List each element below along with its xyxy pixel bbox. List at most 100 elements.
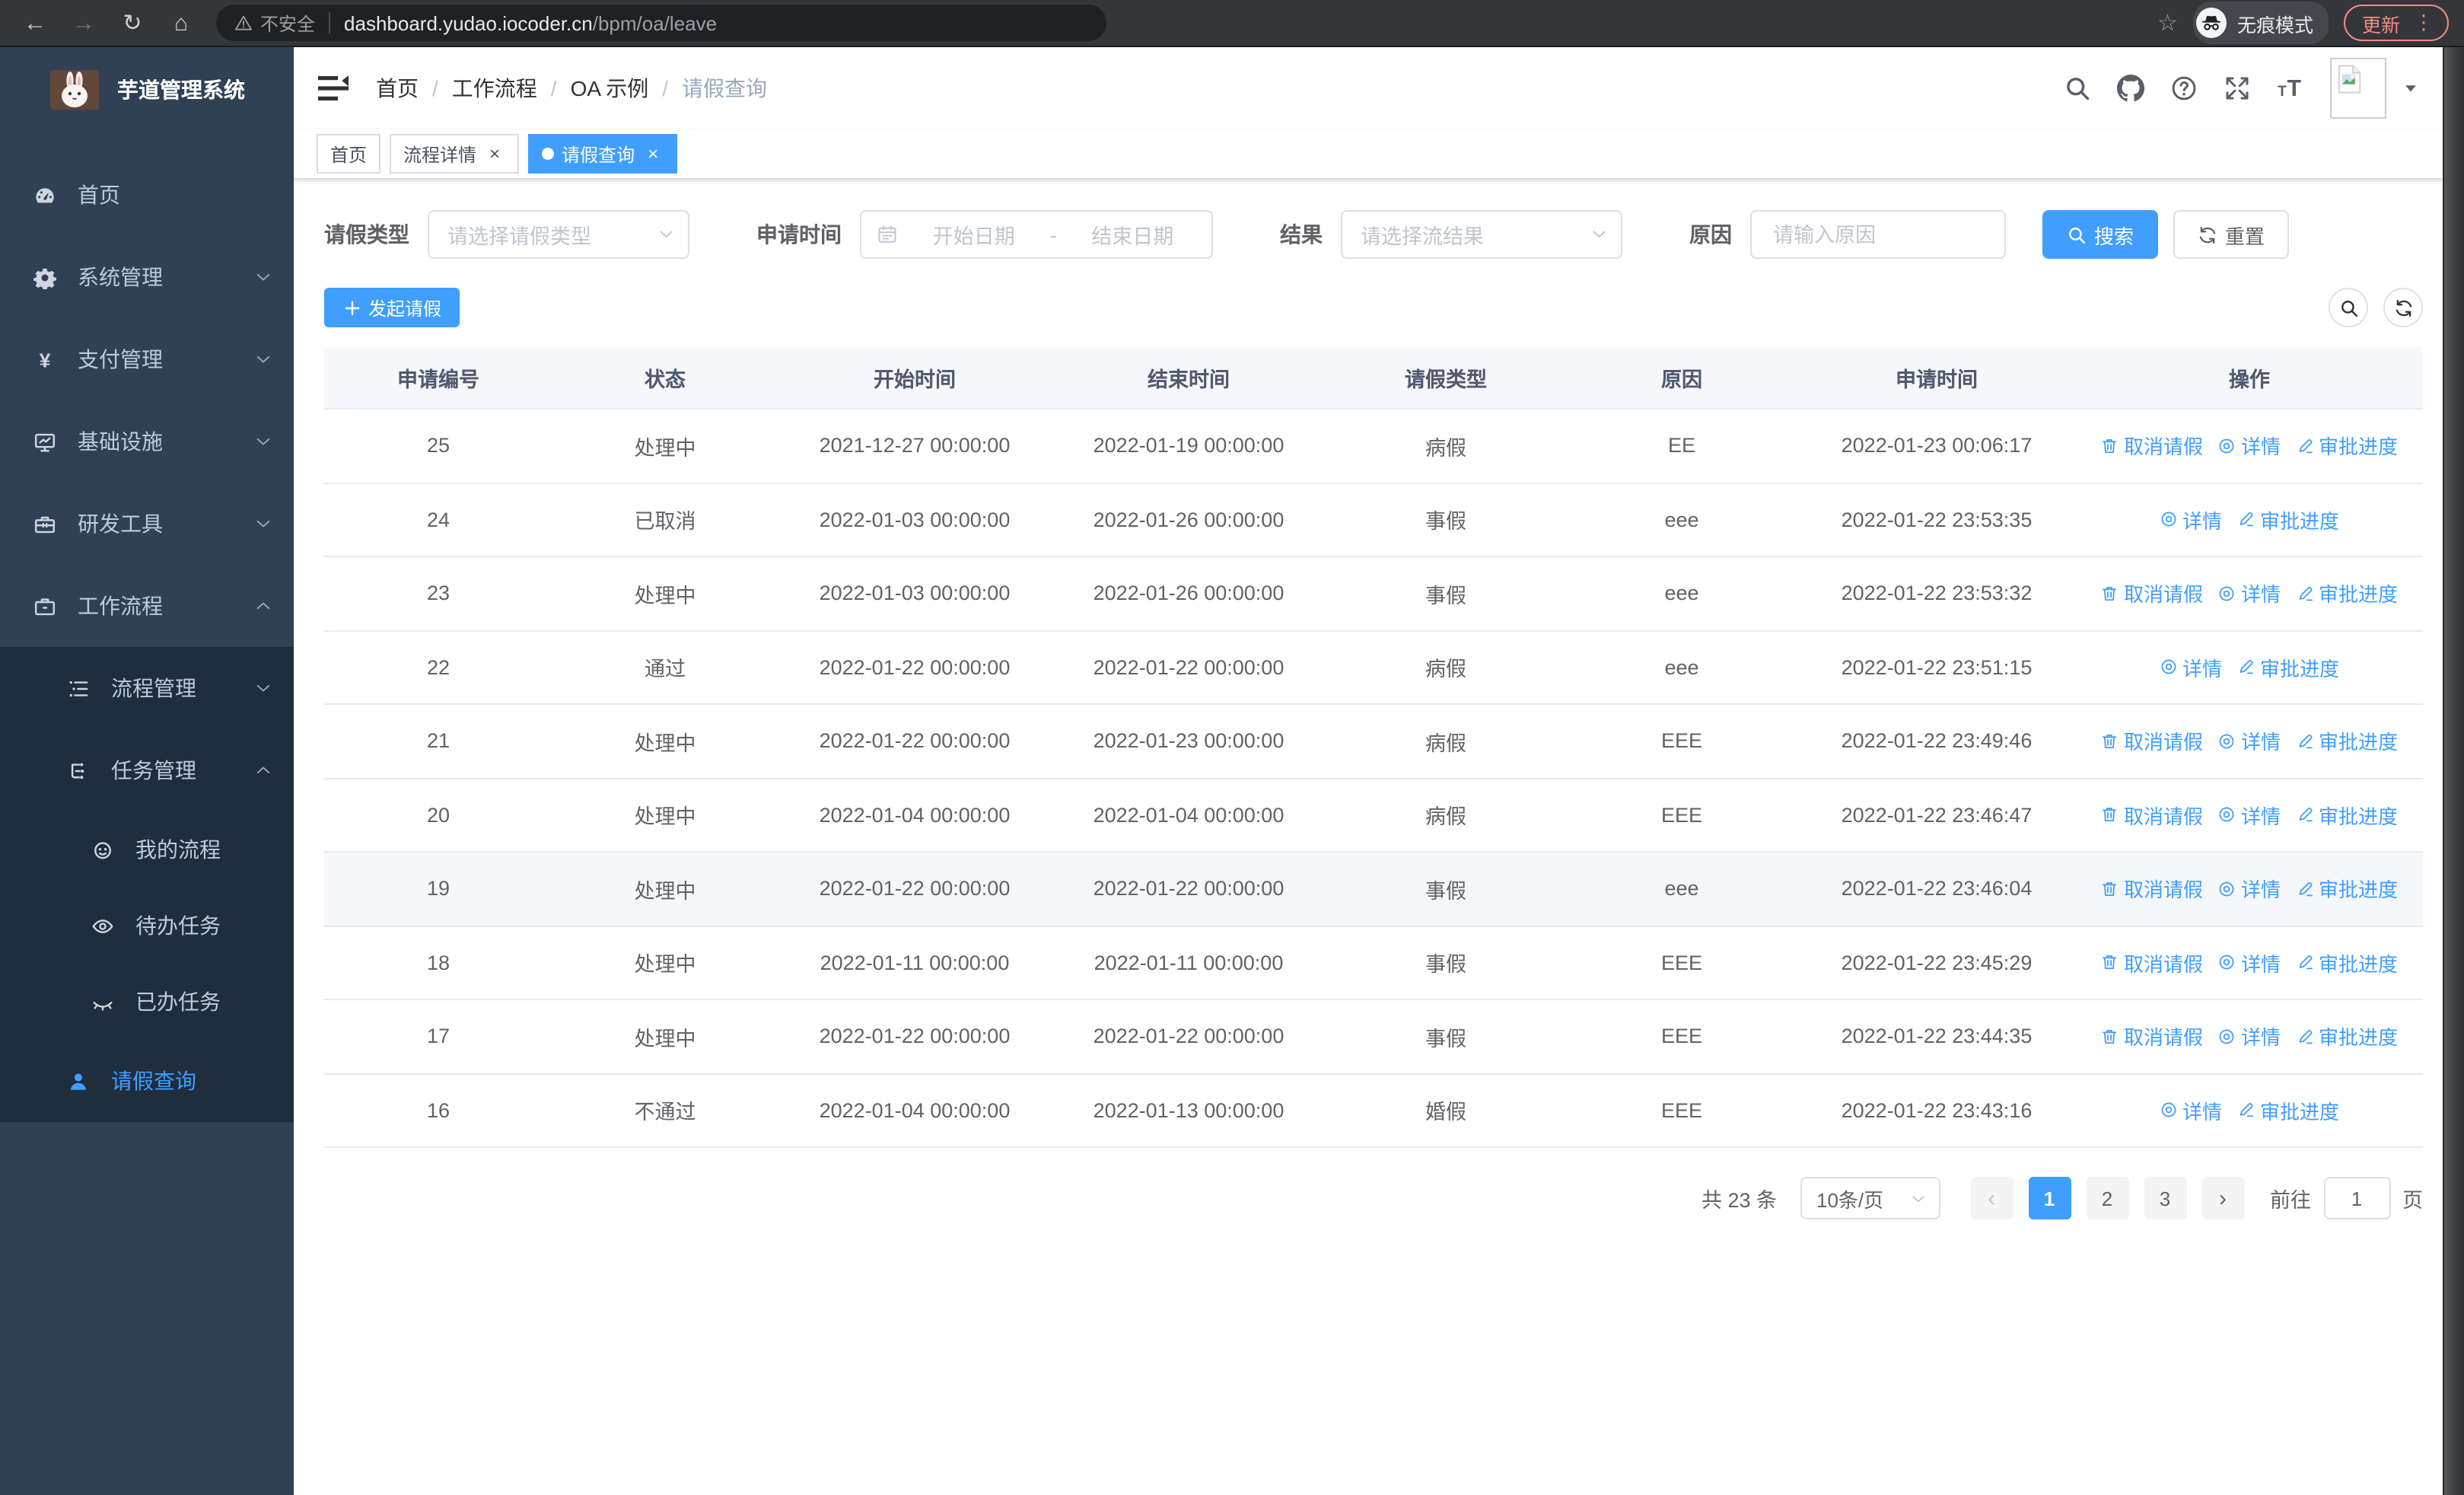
sidebar-item-已办任务[interactable]: 已办任务 <box>0 964 294 1040</box>
cell-actions: 详情 审批进度 <box>2076 653 2423 682</box>
page-button-3[interactable]: 3 <box>2144 1177 2186 1219</box>
detail-link[interactable]: 详情 <box>2218 432 2281 461</box>
update-label: 更新 <box>2361 14 2400 36</box>
detail-link[interactable]: 详情 <box>2160 653 2222 682</box>
bookmark-star-icon[interactable]: ☆ <box>2157 11 2178 37</box>
sidebar-item-待办任务[interactable]: 待办任务 <box>0 888 294 964</box>
search-icon[interactable] <box>2064 75 2091 102</box>
sidebar-item-label: 工作流程 <box>78 594 163 618</box>
tab-首页[interactable]: 首页 <box>317 134 381 174</box>
approval-progress-link[interactable]: 审批进度 <box>2296 727 2398 756</box>
sidebar-item-首页[interactable]: 首页 <box>0 154 294 236</box>
breadcrumb-item[interactable]: 首页 <box>376 76 419 100</box>
cancel-leave-link[interactable]: 取消请假 <box>2101 801 2203 830</box>
cell-apply: 2022-01-22 23:44:35 <box>1841 1025 2033 1048</box>
refresh-table-button[interactable] <box>2383 288 2423 327</box>
approval-progress-link[interactable]: 审批进度 <box>2237 505 2339 534</box>
sidebar-item-label: 已办任务 <box>135 990 221 1014</box>
tab-label: 请假查询 <box>562 144 635 165</box>
detail-link[interactable]: 详情 <box>2218 801 2281 830</box>
sidebar-item-流程管理[interactable]: 流程管理 <box>0 647 294 729</box>
detail-link[interactable]: 详情 <box>2160 505 2222 534</box>
sidebar-item-基础设施[interactable]: 基础设施 <box>0 400 294 483</box>
avatar[interactable] <box>2330 58 2386 119</box>
breadcrumb-item[interactable]: 工作流程 <box>451 76 537 100</box>
sidebar-collapse-icon[interactable] <box>317 73 350 104</box>
sidebar-item-工作流程[interactable]: 工作流程 <box>0 565 294 647</box>
next-page-button[interactable]: › <box>2201 1177 2244 1219</box>
address-bar[interactable]: 不安全 dashboard.yudao.iocoder.cn/bpm/oa/le… <box>216 5 1106 41</box>
sidebar-item-支付管理[interactable]: ¥ 支付管理 <box>0 318 294 400</box>
create-leave-button[interactable]: 发起请假 <box>324 288 460 327</box>
approval-progress-link[interactable]: 审批进度 <box>2296 948 2398 977</box>
page-size-select[interactable]: 10条/页 <box>1800 1177 1940 1219</box>
progress-icon <box>2237 658 2255 677</box>
cell-id: 19 <box>426 877 450 901</box>
show-search-toggle-button[interactable] <box>2329 288 2368 327</box>
approval-progress-link[interactable]: 审批进度 <box>2296 579 2398 608</box>
cancel-leave-link[interactable]: 取消请假 <box>2101 875 2203 904</box>
approval-progress-link[interactable]: 审批进度 <box>2237 1096 2339 1125</box>
page-scrollbar[interactable] <box>2443 47 2464 1495</box>
approval-progress-link-label: 审批进度 <box>2319 1026 2399 1050</box>
caret-down-icon[interactable] <box>2403 81 2418 96</box>
tab-流程详情[interactable]: 流程详情 × <box>390 134 520 174</box>
search-button[interactable]: 搜索 <box>2042 210 2159 259</box>
sidebar-item-任务管理[interactable]: 任务管理 <box>0 729 294 811</box>
cancel-leave-link[interactable]: 取消请假 <box>2101 579 2203 608</box>
help-icon[interactable] <box>2170 75 2198 102</box>
browser-home-icon[interactable]: ⌂ <box>173 10 189 36</box>
view-icon <box>2160 511 2178 529</box>
close-icon[interactable]: × <box>648 143 659 164</box>
sidebar-item-我的流程[interactable]: 我的流程 <box>0 811 294 888</box>
sidebar-item-研发工具[interactable]: 研发工具 <box>0 483 294 565</box>
approval-progress-link[interactable]: 审批进度 <box>2296 1022 2398 1051</box>
github-icon[interactable] <box>2117 75 2144 102</box>
cancel-leave-link[interactable]: 取消请假 <box>2101 948 2203 977</box>
detail-link[interactable]: 详情 <box>2218 948 2281 977</box>
fullscreen-icon[interactable] <box>2224 75 2251 102</box>
breadcrumb-item[interactable]: OA 示例 <box>570 76 649 100</box>
sidebar-item-系统管理[interactable]: 系统管理 <box>0 236 294 318</box>
result-select[interactable]: 请选择流结果 <box>1341 210 1622 259</box>
cancel-leave-link[interactable]: 取消请假 <box>2101 727 2203 756</box>
goto-page-input[interactable] <box>2323 1177 2390 1219</box>
prev-page-button[interactable]: ‹ <box>1970 1177 2013 1219</box>
detail-link[interactable]: 详情 <box>2218 875 2281 904</box>
approval-progress-link[interactable]: 审批进度 <box>2237 653 2339 682</box>
detail-link[interactable]: 详情 <box>2218 579 2281 608</box>
cancel-leave-link-label: 取消请假 <box>2123 583 2203 607</box>
browser-menu-icon[interactable]: ⋮ <box>2414 11 2434 33</box>
pagination: 共 23 条 10条/页 ‹ 123 › 前往 页 <box>324 1177 2423 1219</box>
approval-progress-link[interactable]: 审批进度 <box>2296 875 2398 904</box>
cell-apply: 2022-01-22 23:43:16 <box>1841 1098 2033 1122</box>
apply-time-range-picker[interactable]: 开始日期 - 结束日期 <box>860 210 1213 259</box>
reason-input[interactable] <box>1770 222 1986 247</box>
approval-progress-link-label: 审批进度 <box>2319 435 2399 459</box>
browser-back-icon[interactable]: ← <box>24 10 46 36</box>
detail-link[interactable]: 详情 <box>2160 1096 2222 1125</box>
cancel-leave-link[interactable]: 取消请假 <box>2101 1022 2203 1051</box>
tab-请假查询[interactable]: 请假查询 × <box>528 134 678 174</box>
browser-reload-icon[interactable]: ↻ <box>123 11 142 37</box>
close-icon[interactable]: × <box>489 143 501 164</box>
approval-progress-link[interactable]: 审批进度 <box>2296 801 2398 830</box>
sidebar-item-请假查询[interactable]: 请假查询 <box>0 1040 294 1122</box>
page-button-2[interactable]: 2 <box>2086 1177 2128 1219</box>
chevron-down-icon <box>253 513 274 534</box>
cell-actions: 详情 审批进度 <box>2076 1096 2423 1125</box>
page-button-1[interactable]: 1 <box>2028 1177 2071 1219</box>
column-header: 开始时间 <box>874 368 956 391</box>
reset-button[interactable]: 重置 <box>2173 210 2290 259</box>
browser-update-button[interactable]: 更新 ⋮ <box>2343 5 2449 41</box>
detail-link[interactable]: 详情 <box>2218 727 2281 756</box>
cancel-leave-link[interactable]: 取消请假 <box>2101 432 2203 461</box>
browser-forward-icon[interactable]: → <box>72 10 95 36</box>
approval-progress-link[interactable]: 审批进度 <box>2296 432 2398 461</box>
detail-link[interactable]: 详情 <box>2218 1022 2281 1051</box>
app-logo-row[interactable]: 芋道管理系统 <box>0 47 294 132</box>
leave-type-select[interactable]: 请选择请假类型 <box>428 210 689 259</box>
sidebar-item-label: 首页 <box>78 183 120 207</box>
